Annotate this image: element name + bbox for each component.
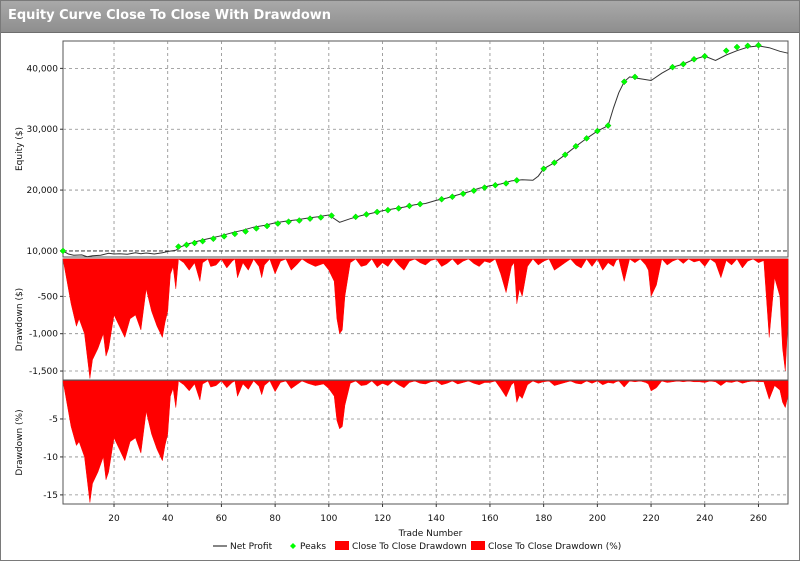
peak-point xyxy=(513,176,521,184)
peak-point xyxy=(755,41,762,49)
peak-point xyxy=(690,55,698,63)
title-bar: Equity Curve Close To Close With Drawdow… xyxy=(1,1,799,33)
peak-point xyxy=(242,228,249,235)
xtick-label: 220 xyxy=(642,514,659,524)
peak-point xyxy=(669,63,676,71)
equity-ytick-label: 30,000 xyxy=(27,125,59,135)
peak-point xyxy=(306,215,314,223)
peak-point xyxy=(551,159,558,167)
peak-point xyxy=(328,212,335,219)
peak-point xyxy=(406,202,413,210)
legend-peaks-swatch xyxy=(290,543,296,549)
equity-panel-frame xyxy=(62,40,789,258)
peak-point xyxy=(175,243,182,251)
xtick-label: 100 xyxy=(320,514,337,524)
peak-point xyxy=(722,47,730,55)
drawdown-dollars-panel-frame xyxy=(62,258,789,381)
peak-point xyxy=(416,200,424,208)
peak-point xyxy=(285,218,292,226)
peak-point xyxy=(701,52,709,60)
drawdown-percent-ytick-label: -5 xyxy=(49,415,58,425)
xtick-label: 260 xyxy=(750,514,767,524)
drawdown-percent-ytick-label: -15 xyxy=(43,491,58,501)
xtick-label: 120 xyxy=(374,514,391,524)
legend-peaks-label: Peaks xyxy=(300,542,326,552)
peak-point xyxy=(679,60,687,68)
peak-point xyxy=(220,232,228,240)
peak-point xyxy=(448,193,456,201)
x-axis-label: Trade Number xyxy=(398,529,463,539)
peak-point xyxy=(733,43,741,51)
peak-point xyxy=(183,241,190,249)
drawdown-percent-ylabel: Drawdown (%) xyxy=(15,409,25,475)
peak-point xyxy=(395,204,403,212)
peak-point xyxy=(481,184,488,191)
peak-point xyxy=(604,122,612,129)
peak-point xyxy=(459,190,467,198)
xtick-label: 40 xyxy=(162,514,174,524)
xtick-label: 80 xyxy=(269,514,281,524)
drawdown-percent-ytick-label: -10 xyxy=(43,453,58,463)
equity-ylabel: Equity ($) xyxy=(15,127,25,171)
peak-point xyxy=(191,239,198,247)
peak-point xyxy=(583,134,590,142)
equity-ytick-label: 40,000 xyxy=(27,64,59,74)
xtick-label: 140 xyxy=(428,514,445,524)
peak-point xyxy=(373,208,381,216)
peak-point xyxy=(252,225,260,232)
peak-point xyxy=(384,206,392,214)
drawdown-dollars-ylabel: Drawdown ($) xyxy=(15,288,25,351)
xtick-label: 160 xyxy=(481,514,498,524)
net-profit-line xyxy=(62,45,789,258)
peak-point xyxy=(438,195,445,203)
legend-drawdown-swatch xyxy=(335,541,349,550)
xtick-label: 240 xyxy=(696,514,713,524)
xtick-label: 180 xyxy=(535,514,552,524)
peak-point xyxy=(502,180,510,187)
drawdown-dollars-ytick-label: -1,000 xyxy=(29,330,58,340)
peak-point xyxy=(317,214,325,221)
peak-point xyxy=(352,213,360,221)
drawdown-dollars-area xyxy=(62,258,789,379)
peak-point xyxy=(59,247,67,255)
legend-drawdown-label: Close To Close Drawdown (%) xyxy=(488,542,621,552)
peak-point xyxy=(631,73,639,81)
peak-point xyxy=(491,181,499,189)
peak-point xyxy=(572,142,580,150)
peak-point xyxy=(620,78,628,86)
peak-point xyxy=(295,217,303,224)
peak-point xyxy=(231,230,239,238)
window-title: Equity Curve Close To Close With Drawdow… xyxy=(8,8,332,23)
legend-drawdown-swatch xyxy=(471,541,485,550)
legend-drawdown-label: Close To Close Drawdown xyxy=(352,542,467,552)
peak-point xyxy=(274,220,282,227)
drawdown-percent-panel-frame xyxy=(62,380,789,505)
peak-point xyxy=(199,237,206,245)
peak-point xyxy=(263,222,271,230)
xtick-label: 20 xyxy=(108,514,120,524)
peak-point xyxy=(744,42,752,50)
drawdown-dollars-ytick-label: -1,500 xyxy=(29,367,58,377)
drawdown-percent-area xyxy=(62,380,789,503)
peak-point xyxy=(561,151,569,159)
drawdown-dollars-ytick-label: -500 xyxy=(38,292,59,302)
equity-ytick-label: 10,000 xyxy=(27,247,59,257)
peak-point xyxy=(470,187,478,195)
xtick-label: 60 xyxy=(216,514,228,524)
peak-point xyxy=(363,211,370,218)
peak-point xyxy=(540,165,548,173)
equity-ytick-label: 20,000 xyxy=(27,186,59,196)
peak-point xyxy=(593,127,601,135)
legend-net-profit-label: Net Profit xyxy=(230,542,273,552)
xtick-label: 200 xyxy=(589,514,606,524)
peak-point xyxy=(210,235,217,243)
